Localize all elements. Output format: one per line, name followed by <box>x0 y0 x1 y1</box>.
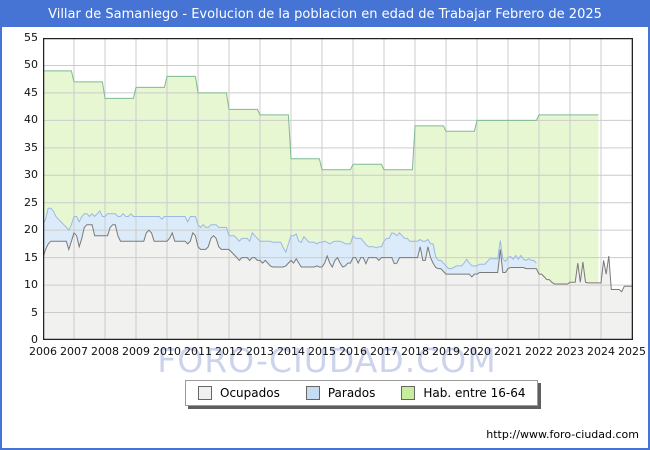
chart-canvas <box>43 38 633 340</box>
page-title: Villar de Samaniego - Evolucion de la po… <box>2 2 648 27</box>
x-tick-label: 2020 <box>463 345 491 358</box>
y-tick-label: 40 <box>24 113 38 127</box>
x-tick-label: 2011 <box>184 345 212 358</box>
x-tick-label: 2010 <box>153 345 181 358</box>
legend-label: Hab. entre 16-64 <box>423 386 526 400</box>
legend-item-parados: Parados <box>305 386 376 400</box>
hab-swatch-icon <box>401 386 416 400</box>
x-tick-label: 2014 <box>277 345 305 358</box>
x-tick-label: 2022 <box>525 345 553 358</box>
x-tick-label: 2012 <box>215 345 243 358</box>
watermark: FORO-CIUDAD.COM <box>157 341 497 380</box>
x-tick-label: 2025 <box>618 345 646 358</box>
x-tick-label: 2023 <box>556 345 584 358</box>
ocupados-area <box>43 224 633 340</box>
x-tick-label: 2006 <box>29 345 57 358</box>
legend-label: Ocupados <box>220 386 280 400</box>
ocupados-line <box>43 224 633 293</box>
parados-line <box>43 207 537 270</box>
parados-swatch-icon <box>305 386 320 400</box>
y-tick-label: 5 <box>31 305 38 319</box>
y-tick-label: 45 <box>24 85 38 99</box>
x-tick-label: 2007 <box>60 345 88 358</box>
y-tick-label: 50 <box>24 58 38 72</box>
legend: Ocupados Parados Hab. entre 16-64 <box>185 380 539 406</box>
x-tick-label: 2018 <box>401 345 429 358</box>
x-tick-label: 2009 <box>122 345 150 358</box>
x-tick-label: 2015 <box>308 345 336 358</box>
x-tick-label: 2013 <box>246 345 274 358</box>
plot-border <box>43 38 633 340</box>
x-tick-label: 2016 <box>339 345 367 358</box>
y-tick-label: 35 <box>24 140 38 154</box>
x-tick-label: 2024 <box>587 345 615 358</box>
x-tick-label: 2021 <box>494 345 522 358</box>
x-tick-label: 2019 <box>432 345 460 358</box>
y-tick-label: 15 <box>24 250 38 264</box>
legend-label: Parados <box>327 386 376 400</box>
ocupados-swatch-icon <box>198 386 212 400</box>
legend-item-ocupados: Ocupados <box>198 386 280 400</box>
y-tick-label: 30 <box>24 168 38 182</box>
legend-item-hab: Hab. entre 16-64 <box>401 386 525 400</box>
x-tick-label: 2008 <box>91 345 119 358</box>
footer-url: http://www.foro-ciudad.com <box>486 428 639 441</box>
y-tick-label: 25 <box>24 195 38 209</box>
y-tick-label: 55 <box>24 31 38 44</box>
y-tick-label: 10 <box>24 278 38 292</box>
y-tick-label: 20 <box>24 223 38 237</box>
x-tick-label: 2017 <box>370 345 398 358</box>
chart-plot <box>43 38 633 340</box>
hab-line <box>43 70 599 171</box>
y-tick-label: 0 <box>31 333 38 346</box>
